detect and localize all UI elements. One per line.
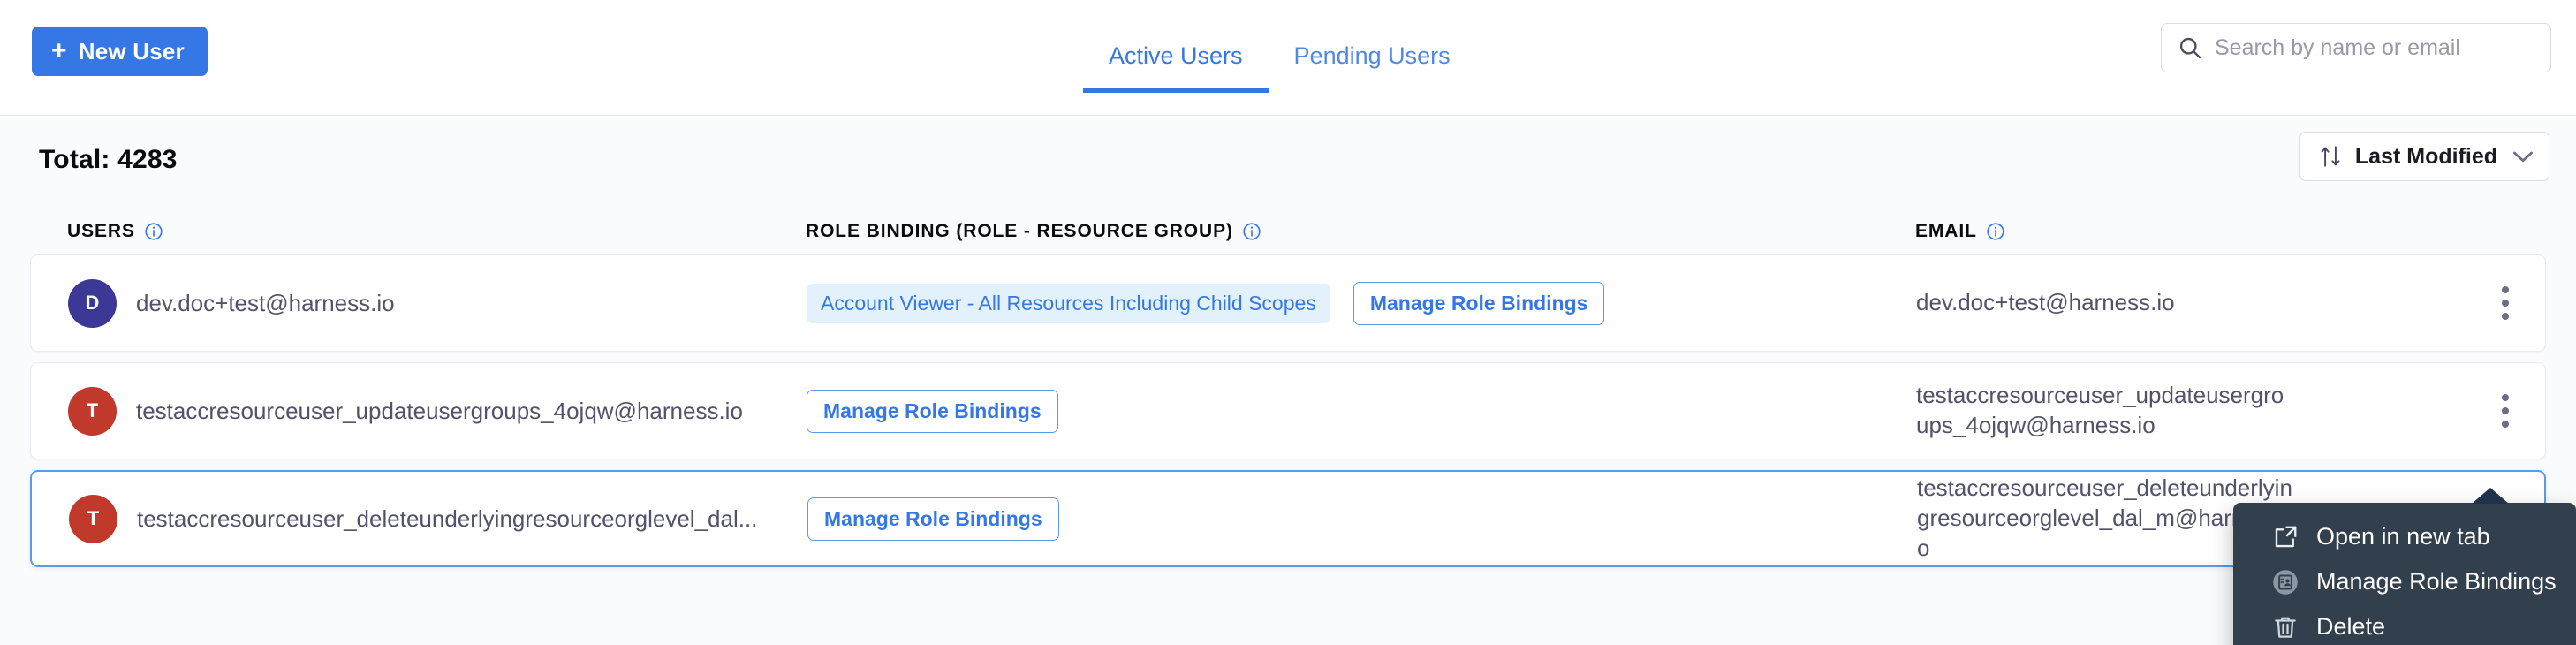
- table-row[interactable]: T testaccresourceuser_deleteunderlyingre…: [30, 470, 2546, 567]
- column-header-email: EMAIL: [1915, 221, 2576, 242]
- cell-user: T testaccresourceuser_deleteunderlyingre…: [69, 494, 807, 543]
- row-context-menu: Open in new tab Manage Role Bindings De: [2233, 488, 2576, 645]
- column-header-email-label: EMAIL: [1915, 221, 1977, 241]
- column-header-users-label: USERS: [67, 221, 135, 241]
- row-menu-button[interactable]: [2485, 280, 2526, 326]
- cell-email: testaccresourceuser_deleteunderlyingreso…: [1917, 474, 2544, 563]
- menu-item-label: Manage Role Bindings: [2316, 568, 2557, 595]
- total-count-label: Total: 4283: [39, 145, 178, 174]
- kebab-dot: [2502, 407, 2509, 414]
- user-name: testaccresourceuser_deleteunderlyingreso…: [137, 505, 758, 532]
- cell-role-binding: Manage Role Bindings: [807, 497, 1917, 541]
- chevron-down-icon: [2513, 151, 2533, 163]
- menu-item-label: Delete: [2316, 613, 2386, 640]
- info-icon[interactable]: [1986, 222, 2005, 241]
- cell-email: testaccresourceuser_updateusergroups_4oj…: [1916, 381, 2545, 441]
- cell-email: dev.doc+test@harness.io: [1916, 288, 2545, 318]
- info-icon[interactable]: [1242, 222, 1261, 241]
- kebab-dot: [2502, 286, 2509, 293]
- users-page-content: Total: 4283 Last Modified USERS: [0, 116, 2576, 645]
- menu-item-open-in-new-tab[interactable]: Open in new tab: [2233, 514, 2576, 559]
- tab-pending-users[interactable]: Pending Users: [1269, 42, 1476, 88]
- manage-role-bindings-button[interactable]: Manage Role Bindings: [807, 389, 1058, 433]
- user-email: dev.doc+test@harness.io: [1916, 289, 2175, 316]
- tab-active-users[interactable]: Active Users: [1083, 42, 1269, 93]
- menu-item-delete[interactable]: Delete: [2233, 604, 2576, 645]
- trash-icon: [2275, 617, 2296, 638]
- toolbar: Total: 4283 Last Modified: [0, 116, 2576, 209]
- new-user-button-label: New User: [78, 37, 185, 64]
- cell-role-binding: Account Viewer - All Resources Including…: [807, 281, 1916, 325]
- menu-pointer-arrow: [2472, 488, 2509, 504]
- table-row[interactable]: D dev.doc+test@harness.io Account Viewer…: [30, 254, 2546, 352]
- role-binding-tag: Account Viewer - All Resources Including…: [807, 283, 1330, 323]
- kebab-dot: [2502, 421, 2509, 428]
- info-icon[interactable]: [144, 222, 163, 241]
- sort-dropdown[interactable]: Last Modified: [2299, 132, 2549, 181]
- cell-user: T testaccresourceuser_updateusergroups_4…: [68, 386, 807, 436]
- user-name: dev.doc+test@harness.io: [136, 289, 395, 316]
- search-icon: [2179, 37, 2201, 59]
- sort-arrows-icon: [2321, 146, 2340, 167]
- column-header-role-binding: ROLE BINDING (ROLE - RESOURCE GROUP): [806, 221, 1915, 242]
- table-header-row: USERS ROLE BINDING (ROLE - RESOURCE GROU…: [0, 209, 2576, 254]
- search-box[interactable]: [2161, 23, 2551, 72]
- user-email: testaccresourceuser_updateusergroups_4oj…: [1916, 382, 2284, 438]
- menu-item-manage-role-bindings[interactable]: Manage Role Bindings: [2233, 559, 2576, 604]
- tab-bar: Active Users Pending Users: [1083, 42, 1476, 93]
- table-row[interactable]: T testaccresourceuser_updateusergroups_4…: [30, 362, 2546, 459]
- new-user-button[interactable]: + New User: [32, 27, 208, 76]
- cell-role-binding: Manage Role Bindings: [807, 389, 1916, 433]
- kebab-dot: [2502, 300, 2509, 307]
- menu-item-label: Open in new tab: [2316, 523, 2490, 550]
- cell-user: D dev.doc+test@harness.io: [68, 278, 807, 328]
- user-name: testaccresourceuser_updateusergroups_4oj…: [136, 397, 743, 424]
- role-binding-icon: [2273, 569, 2298, 595]
- column-header-role-binding-label: ROLE BINDING (ROLE - RESOURCE GROUP): [806, 221, 1233, 241]
- manage-role-bindings-button[interactable]: Manage Role Bindings: [1352, 281, 1605, 325]
- avatar: T: [68, 386, 117, 436]
- row-menu-button[interactable]: [2485, 388, 2526, 434]
- external-link-icon: [2275, 526, 2297, 547]
- plus-icon: +: [51, 36, 67, 65]
- kebab-dot: [2502, 394, 2509, 401]
- kebab-dot: [2502, 313, 2509, 320]
- user-email: testaccresourceuser_deleteunderlyingreso…: [1917, 474, 2292, 561]
- search-input[interactable]: [2215, 34, 2534, 61]
- avatar: T: [69, 494, 117, 543]
- table-body: D dev.doc+test@harness.io Account Viewer…: [0, 254, 2576, 567]
- users-table: USERS ROLE BINDING (ROLE - RESOURCE GROU…: [0, 209, 2576, 567]
- avatar: D: [68, 278, 117, 328]
- sort-dropdown-label: Last Modified: [2354, 143, 2497, 169]
- column-header-users: USERS: [67, 221, 806, 242]
- manage-role-bindings-button[interactable]: Manage Role Bindings: [807, 497, 1059, 541]
- top-bar: + New User Active Users Pending Users: [0, 0, 2576, 116]
